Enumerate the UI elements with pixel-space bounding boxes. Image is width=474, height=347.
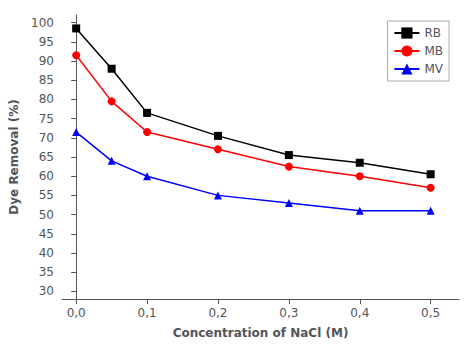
svg-text:35: 35: [39, 265, 54, 279]
svg-text:45: 45: [39, 227, 54, 241]
svg-text:Dye Removal (%): Dye Removal (%): [7, 99, 21, 214]
svg-text:0,4: 0,4: [350, 306, 369, 320]
svg-text:0,5: 0,5: [421, 306, 440, 320]
svg-text:30: 30: [39, 284, 54, 298]
svg-text:0,2: 0,2: [208, 306, 227, 320]
svg-text:95: 95: [39, 35, 54, 49]
svg-text:70: 70: [39, 131, 54, 145]
svg-text:80: 80: [39, 92, 54, 106]
svg-text:0,3: 0,3: [279, 306, 298, 320]
svg-text:0,0: 0,0: [67, 306, 86, 320]
svg-text:MB: MB: [424, 44, 443, 58]
svg-text:MV: MV: [424, 62, 443, 76]
svg-text:100: 100: [31, 16, 54, 30]
svg-text:RB: RB: [424, 26, 441, 40]
svg-text:90: 90: [39, 54, 54, 68]
svg-text:75: 75: [39, 112, 54, 126]
svg-text:40: 40: [39, 246, 54, 260]
svg-text:Concentration of NaCl (M): Concentration of NaCl (M): [173, 326, 349, 340]
svg-text:85: 85: [39, 73, 54, 87]
svg-text:0,1: 0,1: [138, 306, 157, 320]
svg-text:60: 60: [39, 169, 54, 183]
svg-text:55: 55: [39, 188, 54, 202]
svg-text:50: 50: [39, 208, 54, 222]
svg-text:65: 65: [39, 150, 54, 164]
